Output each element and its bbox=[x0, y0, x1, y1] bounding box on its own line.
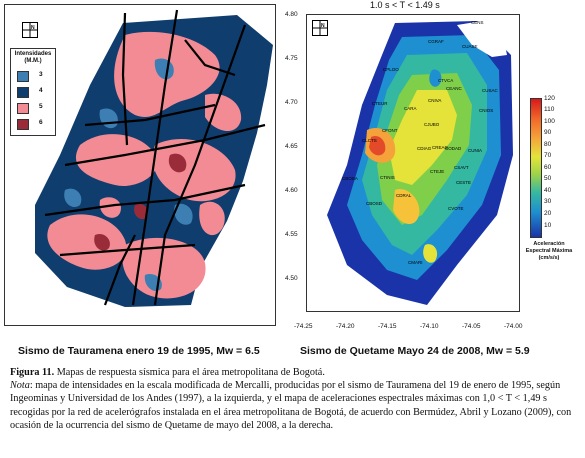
legend-label: 4 bbox=[39, 87, 43, 94]
legend-swatch bbox=[17, 87, 29, 98]
legend-label: 6 bbox=[39, 119, 43, 126]
y-tick-label: 4.75 bbox=[285, 55, 298, 62]
intensity-legend: Intensidades (M.M.) 3 4 5 6 bbox=[10, 48, 56, 136]
north-arrow-icon: N bbox=[312, 20, 328, 36]
station-label: CSAVT bbox=[454, 165, 469, 170]
acceleration-map-graphic bbox=[307, 15, 519, 311]
legend-item: 4 bbox=[17, 87, 51, 98]
colorbar-tick: 30 bbox=[544, 198, 552, 205]
station-label: CFONT bbox=[382, 128, 398, 133]
y-tick-label: 4.60 bbox=[285, 187, 298, 194]
station-label: CUNIA bbox=[468, 148, 483, 153]
station-label: CENS bbox=[471, 20, 484, 25]
y-tick-label: 4.65 bbox=[285, 143, 298, 150]
y-tick-label: 4.70 bbox=[285, 99, 298, 106]
station-label: CDIAG bbox=[417, 146, 432, 151]
acceleration-map bbox=[306, 14, 520, 312]
station-label: CUASE bbox=[462, 44, 478, 49]
intensity-map bbox=[4, 4, 276, 326]
station-label: CBOSD bbox=[366, 201, 383, 206]
station-label: CNIOS bbox=[479, 108, 494, 113]
left-map-caption: Sismo de Tauramena enero 19 de 1995, Mw … bbox=[18, 345, 260, 357]
right-map-title: 1.0 s < T < 1.49 s bbox=[370, 0, 440, 10]
legend-item: 3 bbox=[17, 71, 51, 82]
north-label: N bbox=[321, 23, 325, 29]
colorbar-tick: 40 bbox=[544, 187, 552, 194]
x-tick-label: -74.00 bbox=[504, 323, 523, 330]
colorbar-tick: 120 bbox=[544, 95, 555, 102]
colorbar-tick: 90 bbox=[544, 129, 552, 136]
station-label: CESTE bbox=[456, 180, 472, 185]
note-text: : mapa de intensidades en la escala modi… bbox=[10, 380, 572, 431]
station-label: CGRAF bbox=[428, 39, 444, 44]
station-label: CVOTE bbox=[448, 206, 464, 211]
colorbar-title: Aceleración Espectral Máxima (cm/s/s) bbox=[525, 241, 573, 261]
note-label: Nota bbox=[10, 380, 30, 392]
north-label: N bbox=[31, 25, 35, 31]
legend-label: 5 bbox=[39, 103, 43, 110]
station-label: CTEUR bbox=[372, 101, 388, 106]
station-label: CTVCA bbox=[438, 78, 454, 83]
colorbar-tick: 20 bbox=[544, 210, 552, 217]
colorbar-tick: 110 bbox=[544, 106, 555, 113]
legend-swatch bbox=[17, 71, 29, 82]
station-label: CNIVA bbox=[428, 98, 442, 103]
x-tick-label: -74.20 bbox=[336, 323, 355, 330]
station-label: CTINIS bbox=[380, 175, 395, 180]
colorbar-tick: 10 bbox=[544, 222, 552, 229]
station-label: CARA bbox=[404, 106, 417, 111]
station-label: CJUBO bbox=[424, 122, 440, 127]
legend-title: Intensidades (M.M.) bbox=[14, 51, 52, 64]
figure-title: Mapas de respuesta sísmica para el área … bbox=[56, 367, 325, 378]
colorbar-tick: 60 bbox=[544, 164, 552, 171]
north-arrow-icon: N bbox=[22, 22, 38, 38]
station-label: CBOSA bbox=[342, 176, 358, 181]
x-tick-label: -74.25 bbox=[294, 323, 313, 330]
figure-label: Figura 11. bbox=[10, 367, 55, 378]
colorbar-tick: 100 bbox=[544, 118, 555, 125]
y-tick-label: 4.55 bbox=[285, 231, 298, 238]
legend-label: 3 bbox=[39, 71, 43, 78]
station-label: CREAG bbox=[432, 145, 449, 150]
station-label: CPLOO bbox=[383, 67, 399, 72]
colorbar-tick: 70 bbox=[544, 152, 552, 159]
x-tick-label: -74.05 bbox=[462, 323, 481, 330]
legend-swatch bbox=[17, 103, 29, 114]
x-tick-label: -74.15 bbox=[378, 323, 397, 330]
station-label: CLCTS bbox=[362, 138, 377, 143]
figure-caption: Figura 11. Mapas de respuesta sísmica pa… bbox=[10, 366, 575, 432]
station-label: CTEJE bbox=[430, 169, 445, 174]
colorbar-tick: 80 bbox=[544, 141, 552, 148]
legend-item: 6 bbox=[17, 119, 51, 130]
legend-item: 5 bbox=[17, 103, 51, 114]
station-label: CEANC bbox=[446, 86, 462, 91]
station-label: CMARI bbox=[408, 260, 423, 265]
colorbar-tick: 50 bbox=[544, 175, 552, 182]
station-label: CDRAL bbox=[396, 193, 412, 198]
colorbar bbox=[530, 98, 542, 238]
right-map-caption: Sismo de Quetame Mayo 24 de 2008, Mw = 5… bbox=[300, 345, 530, 357]
y-tick-label: 4.50 bbox=[285, 275, 298, 282]
legend-swatch bbox=[17, 119, 29, 130]
station-label: CODAD bbox=[445, 146, 462, 151]
x-tick-label: -74.10 bbox=[420, 323, 439, 330]
y-tick-label: 4.80 bbox=[285, 11, 298, 18]
station-label: CUSAC bbox=[482, 88, 498, 93]
intensity-map-graphic bbox=[35, 9, 273, 307]
